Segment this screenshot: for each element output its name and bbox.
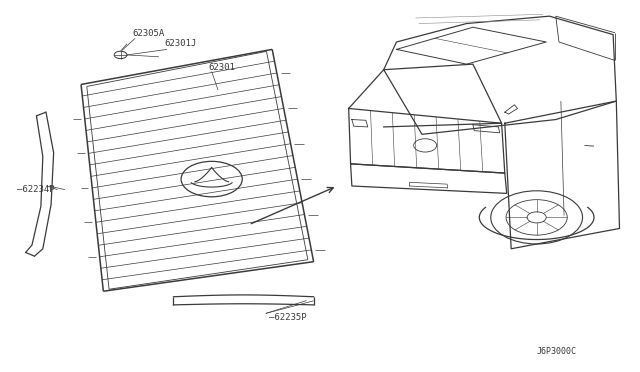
Text: —62234P: —62234P: [17, 185, 55, 194]
Text: 62301J: 62301J: [164, 39, 196, 48]
Text: J6P3000C: J6P3000C: [537, 347, 577, 356]
Text: —62235P: —62235P: [269, 313, 307, 322]
Text: 62301: 62301: [209, 62, 236, 71]
Text: 62305A: 62305A: [132, 29, 164, 38]
